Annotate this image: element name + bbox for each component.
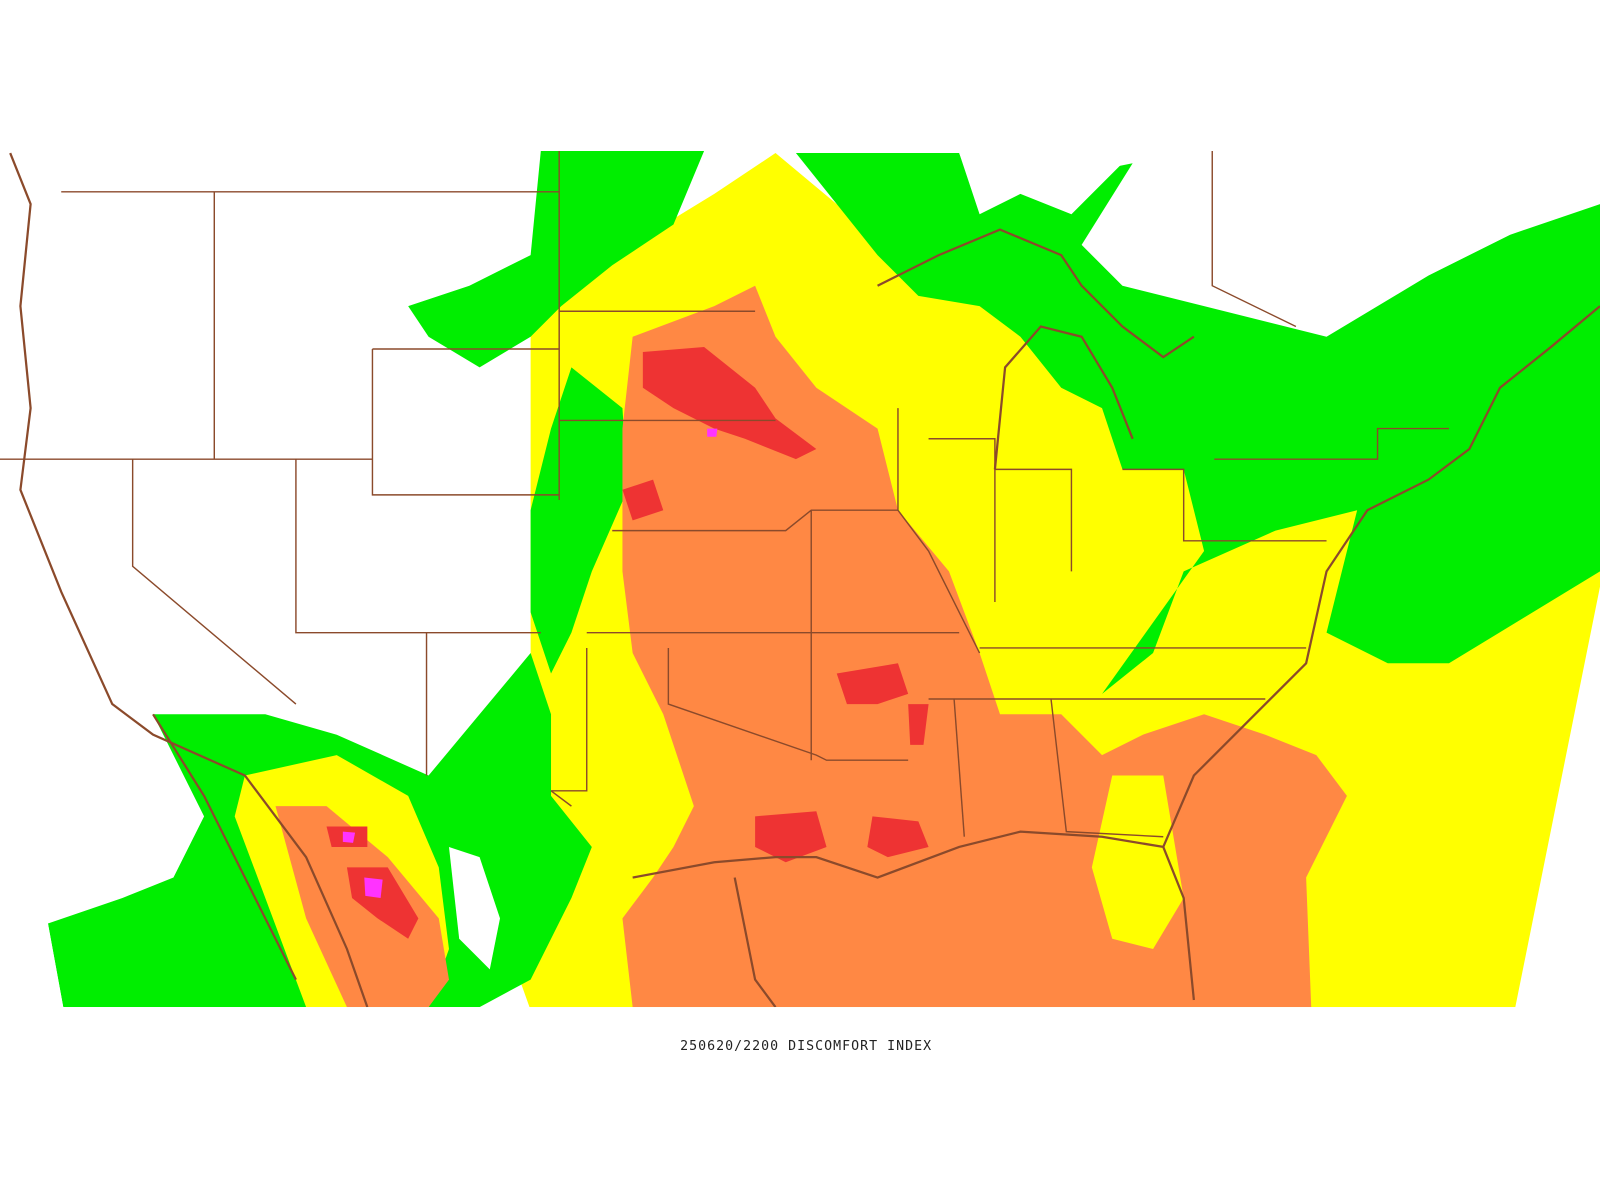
zone-magenta [707, 428, 718, 437]
map [0, 151, 1600, 1008]
zone-green [408, 151, 705, 368]
zone-red [622, 479, 664, 521]
boundaries [0, 151, 1600, 1008]
zone-red [755, 811, 827, 863]
zone-red [908, 704, 929, 745]
zone-red [836, 663, 909, 705]
zone-yellow [1091, 775, 1184, 949]
zone-green [795, 153, 1600, 694]
no-data-area [959, 153, 1133, 215]
zone-red [642, 346, 817, 460]
zone-red [867, 816, 929, 858]
zone-magenta [342, 831, 356, 843]
caption: 250620/2200 DISCOMFORT INDEX [680, 1039, 932, 1054]
zone-green [530, 367, 628, 674]
no-data-area [448, 846, 500, 970]
zone-orange [275, 806, 449, 1008]
zone-magenta [364, 877, 383, 898]
